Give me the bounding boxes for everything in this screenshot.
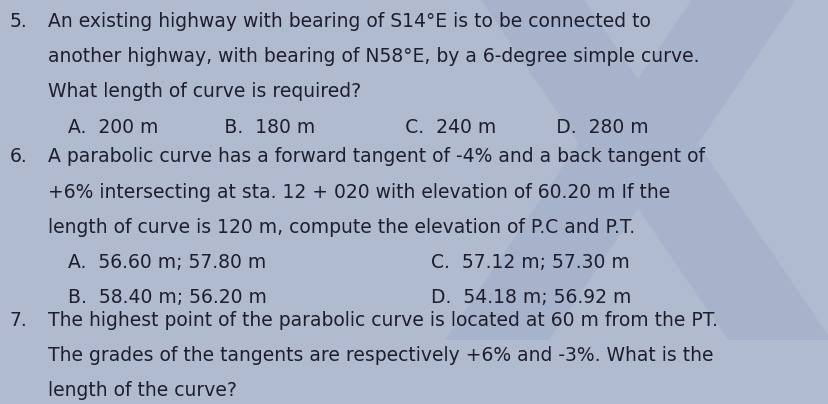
Text: another highway, with bearing of N58°E, by a 6-degree simple curve.: another highway, with bearing of N58°E, …	[48, 47, 699, 66]
Text: The grades of the tangents are respectively +6% and -3%. What is the: The grades of the tangents are respectiv…	[48, 346, 713, 365]
Text: length of curve is 120 m, compute the elevation of P.C and P.T.: length of curve is 120 m, compute the el…	[48, 218, 634, 237]
Text: A.  56.60 m; 57.80 m: A. 56.60 m; 57.80 m	[68, 253, 266, 272]
Text: A.  200 m           B.  180 m               C.  240 m          D.  280 m: A. 200 m B. 180 m C. 240 m D. 280 m	[68, 118, 647, 137]
Text: length of the curve?: length of the curve?	[48, 381, 237, 400]
Text: A parabolic curve has a forward tangent of -4% and a back tangent of: A parabolic curve has a forward tangent …	[48, 147, 705, 166]
Text: 5.: 5.	[10, 12, 27, 31]
Text: D.  54.18 m; 56.92 m: D. 54.18 m; 56.92 m	[431, 288, 631, 307]
Text: An existing highway with bearing of S14°E is to be connected to: An existing highway with bearing of S14°…	[48, 12, 650, 31]
Text: 7.: 7.	[10, 311, 27, 330]
Text: C.  57.12 m; 57.30 m: C. 57.12 m; 57.30 m	[431, 253, 629, 272]
Text: 6.: 6.	[10, 147, 27, 166]
Text: The highest point of the parabolic curve is located at 60 m from the PT.: The highest point of the parabolic curve…	[48, 311, 717, 330]
Text: +6% intersecting at sta. 12 + 020 with elevation of 60.20 m If the: +6% intersecting at sta. 12 + 020 with e…	[48, 183, 670, 202]
Text: B.  58.40 m; 56.20 m: B. 58.40 m; 56.20 m	[68, 288, 267, 307]
Text: What length of curve is required?: What length of curve is required?	[48, 82, 361, 101]
Text: X: X	[435, 0, 828, 404]
